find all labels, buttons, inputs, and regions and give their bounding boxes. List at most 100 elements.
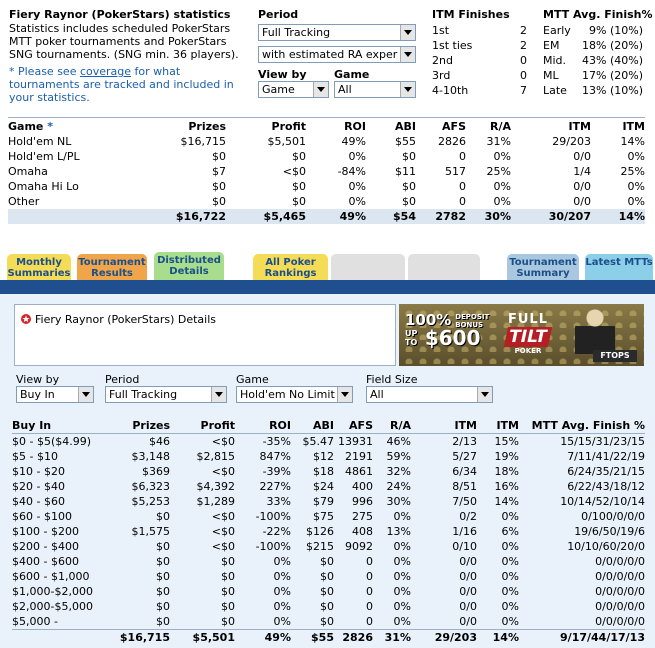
- game-table-row: Hold'em NL $16,715 $5,501 49% $55 2826 31% 29/2…: [8, 134, 645, 149]
- game-select-value: All: [338, 83, 352, 96]
- buyin-table-cell: 16%: [494, 480, 519, 493]
- tab-monthly-summaries[interactable]: Monthly Summaries: [7, 254, 71, 280]
- mtt-row-value: 43% (40%): [582, 54, 643, 67]
- game-table-cell: 0%: [348, 195, 366, 208]
- buyin-table-cell: 0%: [393, 555, 411, 568]
- game-table-cell: 49%: [341, 135, 366, 148]
- itm-finishes-header: ITM Finishes: [432, 8, 510, 21]
- buyin-table-cell: 0%: [393, 540, 411, 553]
- buyin-table-cell: 0%: [501, 615, 519, 628]
- buyin-table-cell: $0: [156, 600, 170, 613]
- tab-bar-divider: [0, 280, 655, 294]
- chevron-down-icon: [211, 387, 226, 402]
- buyin-table-cell: $0: [221, 600, 235, 613]
- coverage-link[interactable]: coverage: [79, 65, 132, 78]
- buyin-table-cell: 14%: [494, 495, 519, 508]
- buyin-table-cell: 15%: [494, 435, 519, 448]
- buyin-table-cell: <$0: [211, 510, 235, 523]
- buyin-table-cell: 19/6/50/19/6: [574, 525, 645, 538]
- game-table-cell: 0/0: [573, 195, 591, 208]
- buyin-col-header: MTT Avg. Finish %: [531, 419, 645, 432]
- buyin-table-cell: 0/0/0/0/0: [595, 585, 645, 598]
- ad-ftops-badge: FTOPS: [593, 350, 637, 362]
- buyin-table-cell: $0 - $5($4.99): [12, 435, 92, 448]
- coverage-note-suffix: for what tournaments are tracked and inc…: [9, 65, 234, 104]
- buyin-table-cell: $215: [306, 540, 334, 553]
- buyin-table-cell: $5,000 -: [12, 615, 58, 628]
- details-game-select[interactable]: Hold'em No Limit: [236, 386, 353, 403]
- game-table-total: $16,722 $5,465 49% $54 2782 30% 30/207 14%: [8, 209, 645, 224]
- tab-latest-mtts[interactable]: Latest MTTs: [585, 254, 653, 280]
- period-select[interactable]: Full Tracking: [258, 24, 416, 41]
- ra-select-value: with estimated RA exper: [262, 48, 398, 61]
- game-table-cell: Hold'em L/PL: [8, 150, 80, 163]
- buyin-col-header: ITM: [496, 419, 519, 432]
- viewby-label: View by: [258, 68, 307, 81]
- buyin-table-cell: $0: [156, 510, 170, 523]
- itm-row: 1st ties 2: [432, 38, 527, 53]
- game-table-row: Omaha Hi Lo $0 $0 0% $0 0 0% 0/0 0%: [8, 179, 645, 194]
- game-table-cell: 1/4: [573, 165, 591, 178]
- buyin-table-cell: $4,392: [196, 480, 236, 493]
- game-col-header: ITM: [622, 120, 645, 133]
- game-table-cell: 25%: [620, 165, 645, 178]
- buyin-table-cell: 13%: [386, 525, 411, 538]
- itm-row-value: 7: [520, 84, 527, 97]
- tab-all-poker-rankings[interactable]: All Poker Rankings: [253, 254, 328, 280]
- ra-select[interactable]: with estimated RA exper: [258, 46, 416, 63]
- game-total-cell: 30%: [484, 210, 511, 223]
- buyin-table-row: $400 - $600 $0 $0 0% $0 0 0% 0/0 0% 0/0/0/0/0: [12, 554, 645, 569]
- game-table-cell: -84%: [337, 165, 366, 178]
- buyin-table-cell: 18%: [494, 465, 519, 478]
- itm-row-label: 3rd: [432, 69, 451, 82]
- buyin-table-cell: $200 - $400: [12, 540, 79, 553]
- buyin-table-cell: $46: [149, 435, 170, 448]
- ad-player-figure: [575, 308, 615, 354]
- game-total-cell: $54: [393, 210, 416, 223]
- fulltilt-logo: FULL TILT POKER: [497, 312, 559, 358]
- fulltilt-ad-banner[interactable]: 100% DEPOSIT BONUS UP TO $600 FULL TILT …: [399, 304, 644, 366]
- buyin-table-row: $10 - $20 $369 <$0 -39% $18 4861 32% 6/34 18% 6/2…: [12, 464, 645, 479]
- buyin-table-cell: 4861: [345, 465, 373, 478]
- buyin-table-cell: 0/0: [459, 570, 477, 583]
- details-fieldsize-label: Field Size: [366, 373, 418, 386]
- buyin-table-cell: $0: [320, 585, 334, 598]
- buyin-table-cell: $79: [313, 495, 334, 508]
- details-period-select[interactable]: Full Tracking: [105, 386, 227, 403]
- buyin-col-header: ITM: [454, 419, 477, 432]
- tab-empty-2: [408, 254, 480, 280]
- details-game-value: Hold'em No Limit: [240, 388, 335, 401]
- game-label: Game: [334, 68, 370, 81]
- player-title-box: Fiery Raynor (PokerStars) Details: [14, 304, 396, 366]
- game-table-cell: Other: [8, 195, 40, 208]
- buyin-table-cell: $1,289: [196, 495, 236, 508]
- buyin-total-cell: 31%: [384, 631, 411, 644]
- game-table-cell: $55: [395, 135, 416, 148]
- period-label: Period: [258, 8, 299, 21]
- tab-distributed-details[interactable]: Distributed Details: [154, 252, 224, 280]
- details-viewby-select[interactable]: Buy In: [16, 386, 94, 403]
- player-details-title: Fiery Raynor (PokerStars) Details: [35, 313, 216, 326]
- buyin-total-cell: 29/203: [434, 631, 477, 644]
- game-select[interactable]: All: [334, 81, 416, 98]
- game-table-row: Omaha $7 <$0 -84% $11 517 25% 1/4 25%: [8, 164, 645, 179]
- details-fieldsize-select[interactable]: All: [366, 386, 493, 403]
- ad-up-to: UP TO: [405, 329, 418, 347]
- buyin-total-cell: $5,501: [192, 631, 235, 644]
- buyin-col-header: R/A: [389, 419, 411, 432]
- game-col-header: ITM: [568, 120, 591, 133]
- viewby-select[interactable]: Game: [258, 81, 329, 98]
- tab-tournament-results[interactable]: Tournament Results: [77, 254, 147, 280]
- ad-brand-poker: POKER: [514, 347, 542, 355]
- buyin-table-cell: 8/51: [452, 480, 477, 493]
- buyin-table-cell: 0/0: [459, 600, 477, 613]
- game-table-cell: $16,715: [180, 135, 227, 148]
- tab-tournament-summary[interactable]: Tournament Summary: [507, 254, 579, 280]
- buyin-table-cell: $0: [320, 615, 334, 628]
- buyin-table-cell: $2,000-$5,000: [12, 600, 93, 613]
- buyin-table-cell: 6/22/43/18/12: [567, 480, 645, 493]
- game-col-header: ABI: [395, 120, 416, 133]
- buyin-table-cell: 0%: [393, 510, 411, 523]
- buyin-table-cell: 59%: [386, 450, 411, 463]
- game-total-cell: 30/207: [548, 210, 591, 223]
